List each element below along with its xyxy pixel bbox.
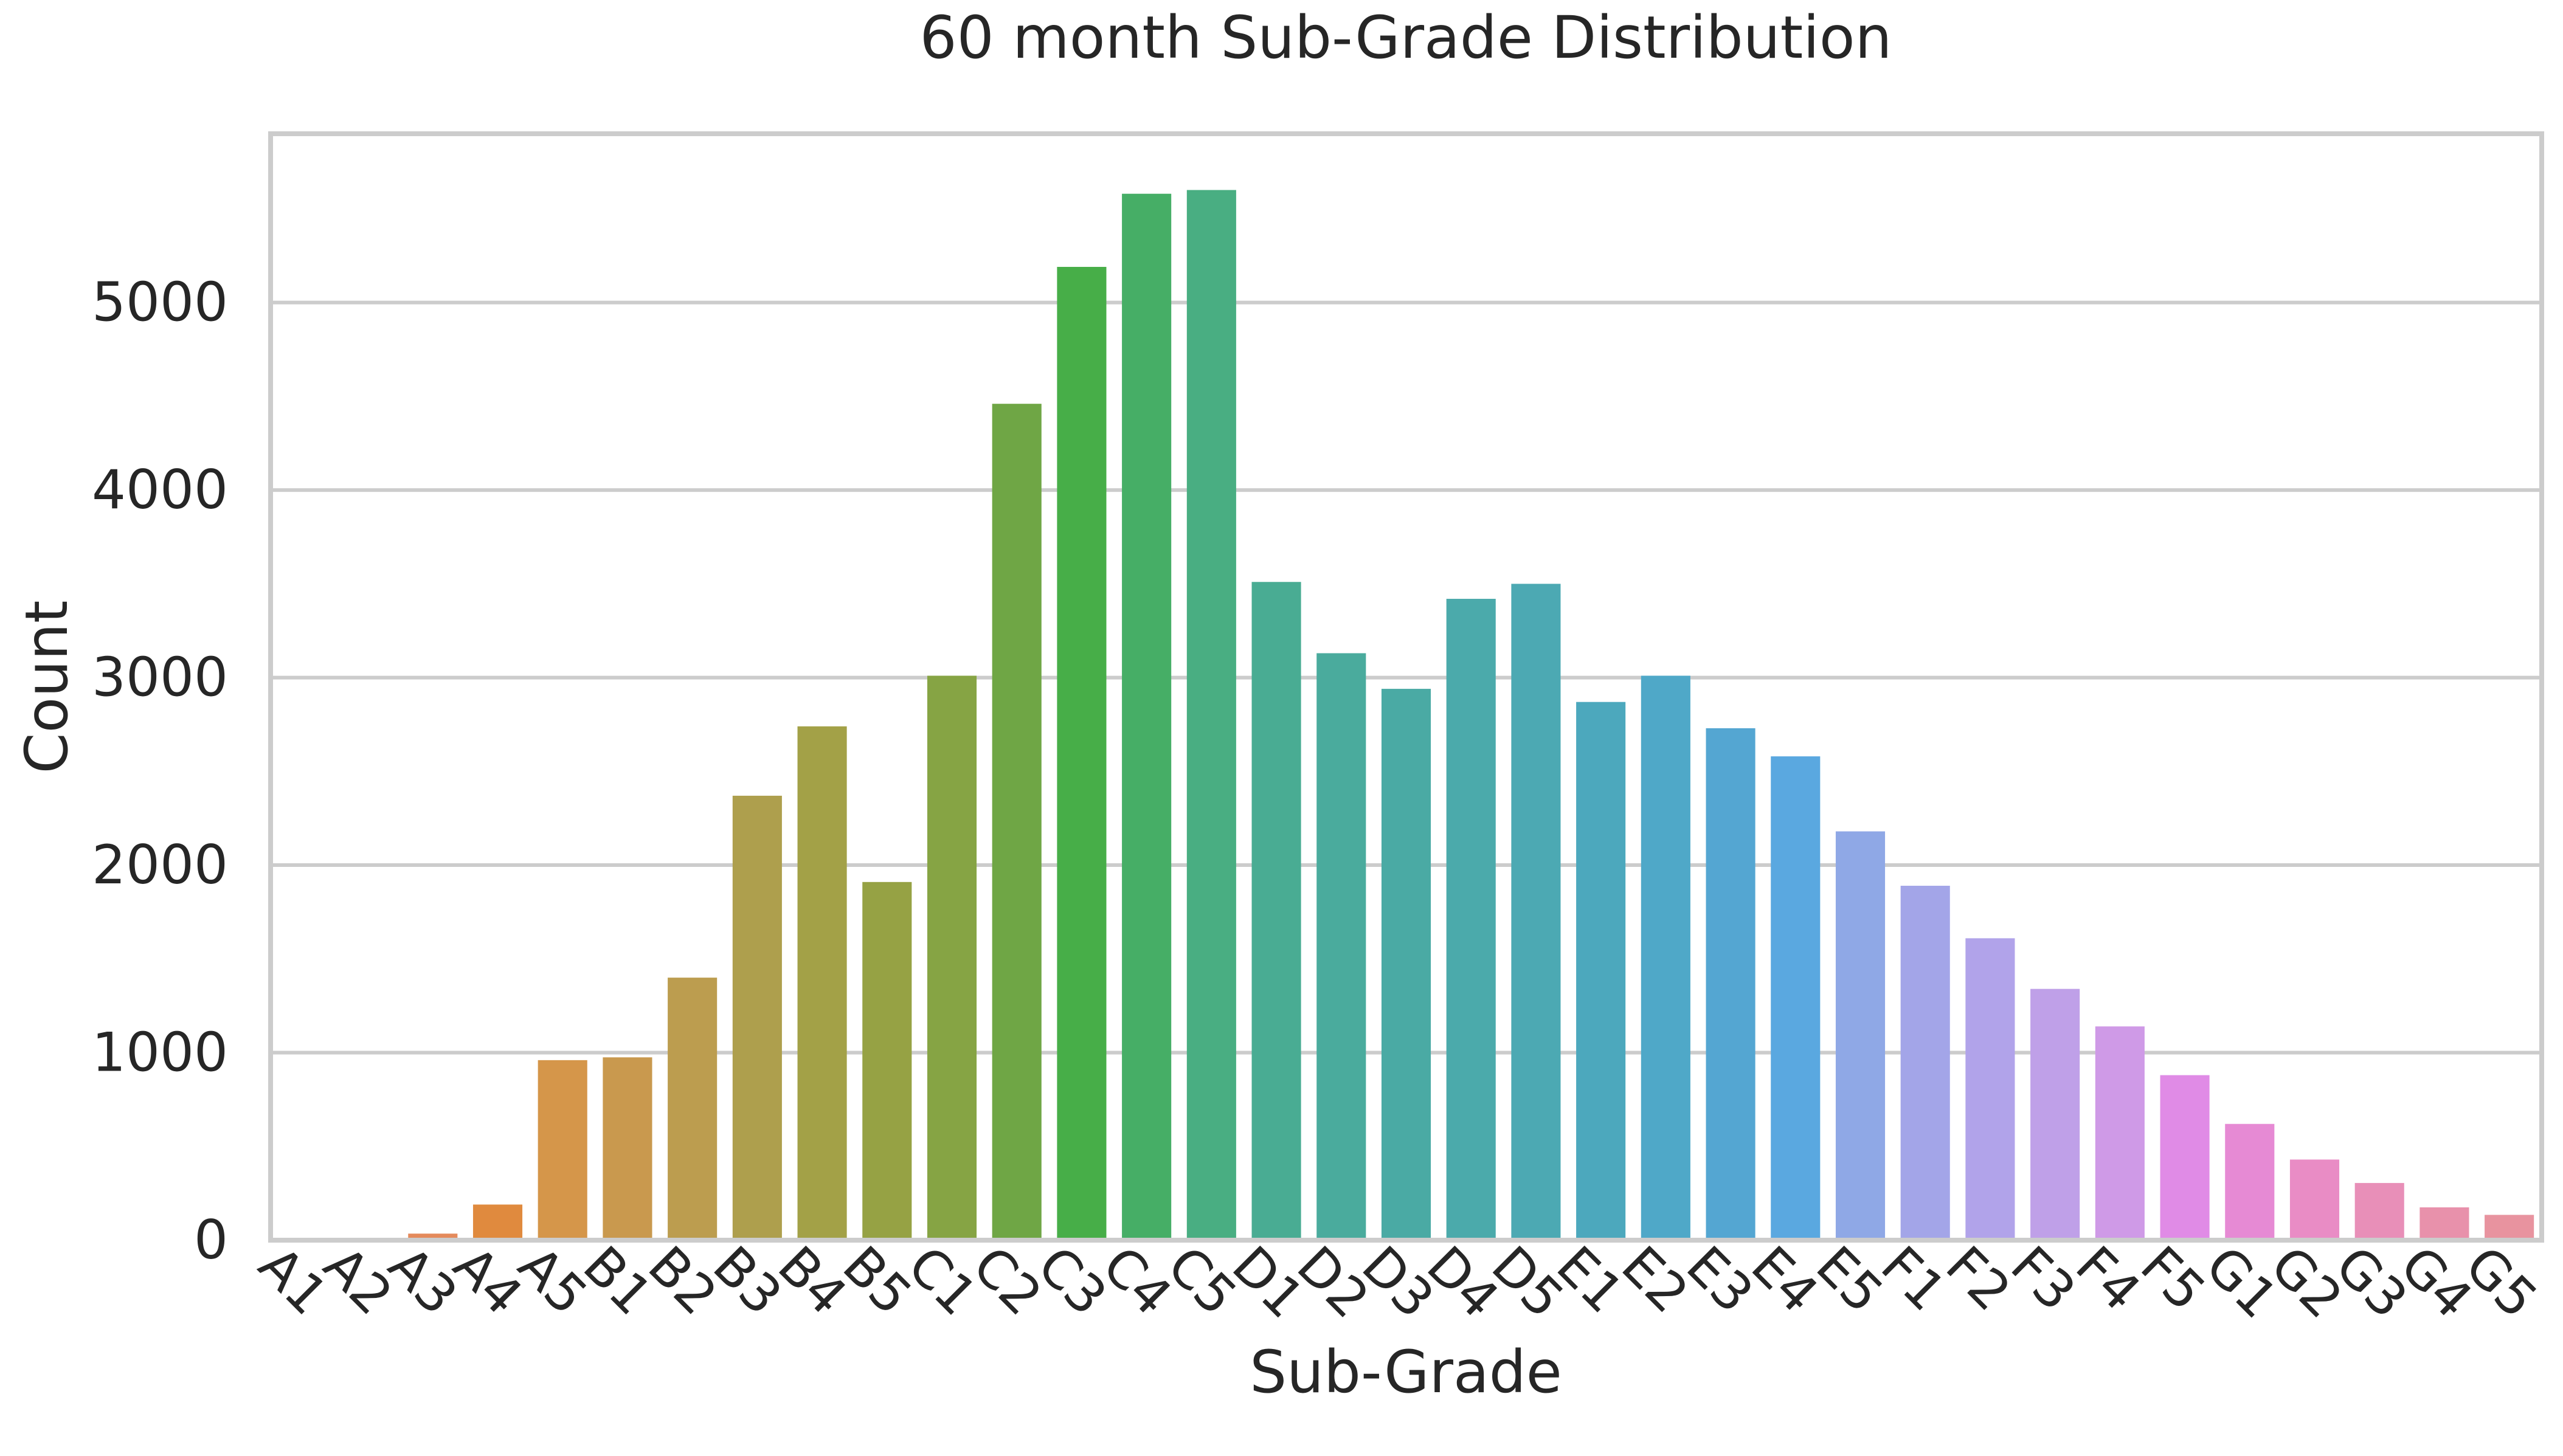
plot-frame [268, 131, 2544, 1243]
bar-b5 [862, 882, 912, 1240]
bar-f1 [1900, 885, 1950, 1240]
y-tick-labels: 0 1000 2000 3000 4000 5000 [92, 271, 228, 1271]
bar-g3 [2354, 1182, 2404, 1240]
bar-d2 [1316, 653, 1366, 1240]
bar-e5 [1835, 831, 1886, 1240]
x-axis-label: Sub-Grade [1250, 1338, 1562, 1406]
y-tick-label: 0 [194, 1209, 228, 1271]
bar-c4 [1122, 193, 1172, 1240]
bar-a5 [538, 1060, 587, 1240]
y-tick-label: 4000 [92, 458, 228, 521]
bar-c1 [927, 675, 977, 1240]
bar-f5 [2160, 1075, 2210, 1240]
bar-f2 [1965, 938, 2015, 1240]
bar-d3 [1381, 689, 1431, 1240]
bar-e1 [1576, 702, 1626, 1240]
bar-e3 [1706, 728, 1755, 1240]
y-tick-label: 3000 [92, 646, 228, 709]
bars [278, 190, 2534, 1241]
bar-g2 [2289, 1159, 2340, 1240]
y-tick-label: 2000 [92, 833, 228, 896]
bar-a3 [408, 1233, 458, 1240]
bar-c3 [1057, 267, 1107, 1240]
bar-f4 [2095, 1026, 2145, 1240]
bar-b2 [668, 978, 718, 1240]
bar-g5 [2485, 1215, 2534, 1240]
bar-g4 [2419, 1207, 2469, 1240]
y-tick-label: 5000 [92, 271, 228, 334]
bar-c5 [1186, 190, 1236, 1240]
bar-b1 [603, 1057, 652, 1240]
bar-c2 [992, 404, 1042, 1240]
bar-f3 [2030, 988, 2080, 1240]
bar-e2 [1641, 675, 1690, 1240]
bar-e4 [1771, 756, 1821, 1240]
bar-g1 [2225, 1123, 2275, 1240]
y-axis-label: Count [13, 600, 81, 773]
bar-b4 [797, 726, 847, 1240]
bar-a4 [472, 1204, 523, 1240]
bar-d4 [1446, 599, 1496, 1240]
bar-b3 [732, 795, 782, 1240]
bar-d5 [1511, 584, 1561, 1240]
chart-title: 60 month Sub-Grade Distribution [920, 4, 1892, 72]
bar-d1 [1251, 582, 1301, 1241]
y-tick-label: 1000 [92, 1021, 228, 1084]
